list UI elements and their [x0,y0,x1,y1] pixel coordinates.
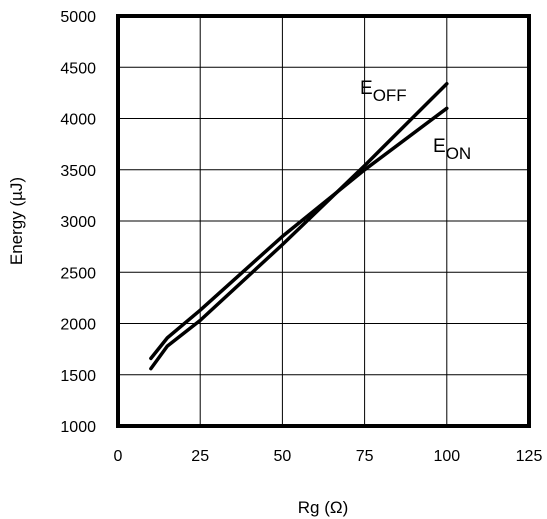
y-tick-label: 2500 [60,265,96,282]
y-tick-label: 4000 [60,112,96,129]
y-tick-label: 1000 [60,419,96,436]
x-tick-label: 25 [191,448,209,465]
series-line-eon [149,106,449,361]
series-label-eoff-main: E [360,78,373,99]
series-label-eoff: EOFF [360,78,407,105]
series-label-eoff-sub: OFF [373,86,407,105]
series-lines [149,81,449,371]
x-tick-label: 50 [274,448,292,465]
x-tick-label: 125 [516,448,543,465]
y-tick-label: 3500 [60,163,96,180]
x-tick-label: 0 [114,448,123,465]
plot-frame [116,14,531,428]
series-line-eoff [149,81,449,371]
y-tick-label: 5000 [60,9,96,26]
series-label-eon: EON [433,136,471,163]
y-tick-label: 2000 [60,317,96,334]
y-tick-labels: 1000 1500 2000 2500 3000 3500 4000 4500 5000 [60,9,96,436]
x-axis-label: Rg (Ω) [298,498,349,517]
y-tick-label: 1500 [60,368,96,385]
gridlines [118,16,529,426]
series-label-eon-main: E [433,136,446,157]
x-tick-labels: 0 25 50 75 100 125 [114,448,543,465]
y-tick-label: 4500 [60,60,96,77]
y-tick-label: 3000 [60,214,96,231]
x-tick-label: 100 [433,448,460,465]
y-axis-label: Energy (µJ) [7,177,26,265]
series-label-eon-sub: ON [446,144,472,163]
x-tick-label: 75 [356,448,374,465]
